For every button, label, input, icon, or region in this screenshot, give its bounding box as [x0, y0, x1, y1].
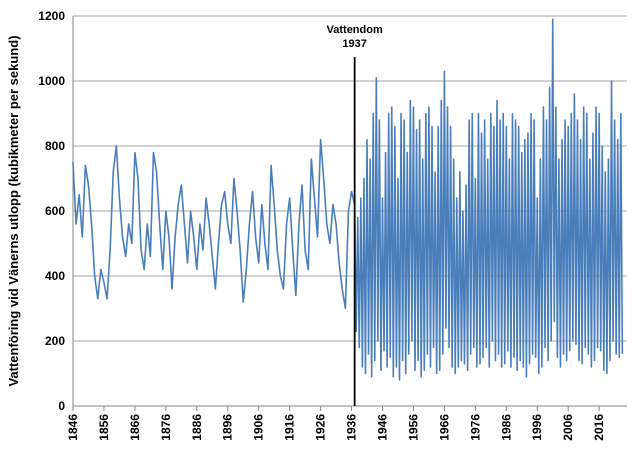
- x-tick-label: 1916: [283, 414, 297, 441]
- y-tick-label: 200: [45, 334, 65, 348]
- x-tick-label: 1936: [345, 414, 359, 441]
- x-tick-label: 2016: [592, 414, 606, 441]
- x-tick-label: 1866: [128, 414, 142, 441]
- x-tick-label: 1896: [221, 414, 235, 441]
- data-line: [72, 18, 624, 381]
- annotation-text: 1937: [342, 38, 366, 50]
- x-tick-label: 1856: [97, 414, 111, 441]
- x-tick-label: 2006: [561, 414, 575, 441]
- annotation-text: Vattendom: [327, 24, 383, 36]
- y-axis-label: Vattenföring vid Vänerns utlopp (kubikme…: [6, 35, 21, 386]
- y-tick-label: 1000: [38, 74, 65, 88]
- y-tick-label: 400: [45, 269, 65, 283]
- x-tick-label: 1906: [252, 414, 266, 441]
- x-tick-label: 1876: [159, 414, 173, 441]
- x-tick-label: 1966: [437, 414, 451, 441]
- y-tick-label: 1200: [38, 9, 65, 23]
- x-tick-label: 1976: [468, 414, 482, 441]
- y-tick-label: 600: [45, 204, 65, 218]
- x-tick-label: 1956: [406, 414, 420, 441]
- x-tick-label: 1996: [530, 414, 544, 441]
- x-tick-label: 1986: [499, 414, 513, 441]
- x-tick-label: 1946: [375, 414, 389, 441]
- y-tick-label: 800: [45, 139, 65, 153]
- x-tick-label: 1886: [190, 414, 204, 441]
- x-tick-label: 1846: [66, 414, 80, 441]
- y-tick-label: 0: [58, 399, 65, 413]
- x-tick-label: 1926: [314, 414, 328, 441]
